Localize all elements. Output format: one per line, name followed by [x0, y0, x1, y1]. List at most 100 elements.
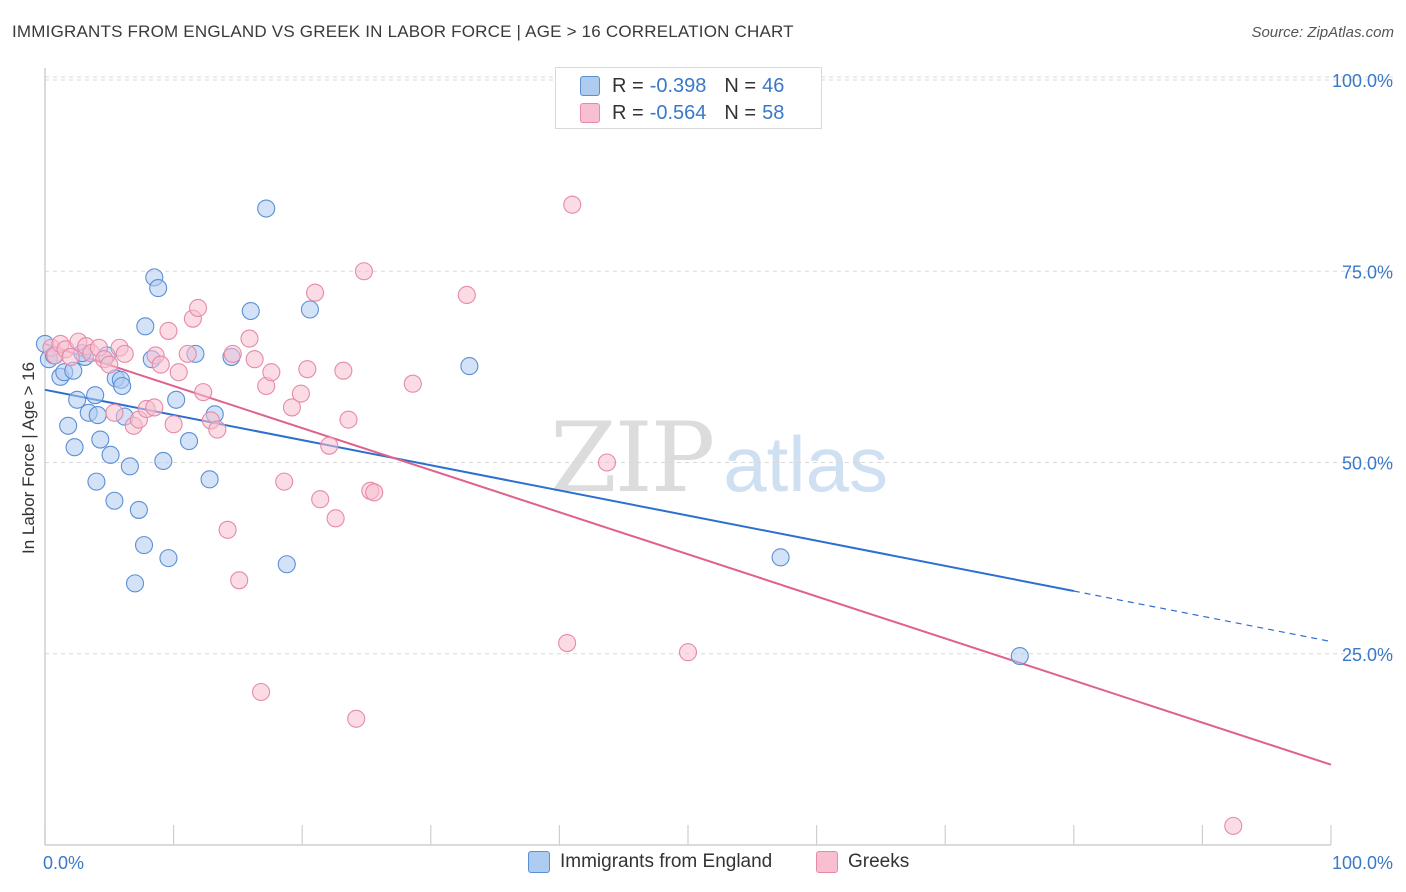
point-england	[460, 357, 479, 376]
data-points	[35, 195, 1243, 835]
point-england	[154, 451, 173, 471]
legend-row-england: R = -0.398 N = 46	[580, 73, 784, 99]
point-greeks	[320, 436, 339, 455]
point-england	[200, 470, 219, 489]
legend-n-value: 46	[762, 74, 785, 97]
point-greeks	[403, 374, 422, 393]
legend-swatch-england	[528, 851, 550, 873]
point-england	[1010, 646, 1029, 666]
point-greeks	[262, 363, 281, 382]
legend-swatch-greeks	[580, 103, 600, 123]
y-axis-title: In Labor Force | Age > 16	[19, 362, 38, 554]
point-england	[129, 500, 148, 519]
point-greeks	[563, 195, 582, 214]
point-england	[149, 279, 168, 298]
point-greeks	[558, 633, 577, 653]
chart-title: IMMIGRANTS FROM ENGLAND VS GREEK IN LABO…	[12, 22, 794, 41]
y-tick-label: 100.0%	[1332, 71, 1393, 91]
watermark: ZIP atlas	[550, 402, 888, 514]
y-tick-label: 75.0%	[1342, 262, 1393, 282]
point-greeks	[1224, 816, 1243, 835]
legend-swatch-greeks	[816, 851, 838, 873]
point-greeks	[223, 344, 242, 363]
point-england	[257, 199, 276, 218]
point-greeks	[339, 410, 358, 429]
point-england	[65, 438, 84, 457]
point-greeks	[194, 383, 213, 402]
y-tick-label: 25.0%	[1342, 645, 1393, 665]
point-greeks	[61, 347, 80, 366]
point-england	[59, 416, 78, 435]
point-england	[87, 472, 106, 491]
point-greeks	[145, 398, 164, 417]
y-tick-label: 50.0%	[1342, 454, 1393, 474]
legend-item-england[interactable]: Immigrants from England	[528, 851, 772, 873]
watermark-zip: ZIP	[550, 402, 715, 514]
point-greeks	[100, 355, 119, 374]
point-greeks	[188, 298, 208, 318]
legend-r-label: R =	[612, 101, 644, 124]
point-greeks	[169, 363, 188, 382]
series-legend: Immigrants from England Greeks	[0, 851, 1406, 879]
point-england	[134, 536, 154, 555]
point-greeks	[208, 420, 227, 439]
point-greeks	[105, 403, 124, 422]
point-greeks	[597, 453, 617, 472]
point-greeks	[115, 344, 134, 363]
point-greeks	[245, 350, 264, 369]
watermark-atlas: atlas	[723, 420, 888, 508]
point-greeks	[334, 361, 353, 380]
trend-lines	[44, 342, 1332, 766]
point-greeks	[354, 262, 373, 281]
legend-r-value: -0.564	[649, 101, 707, 124]
point-greeks	[291, 384, 310, 403]
point-greeks	[457, 285, 476, 305]
point-greeks	[251, 682, 271, 702]
point-greeks	[218, 520, 237, 539]
legend-n-label: N =	[724, 74, 757, 97]
point-greeks	[275, 472, 294, 491]
correlation-legend: R = -0.398 N = 46 R = -0.564 N = 58	[555, 67, 822, 129]
point-greeks	[306, 283, 325, 302]
point-greeks	[347, 709, 366, 728]
source-label: Source: ZipAtlas.com	[1251, 24, 1394, 41]
legend-label-greeks: Greeks	[848, 851, 910, 872]
trend-line-greeks	[44, 342, 1332, 766]
point-england	[91, 430, 110, 449]
point-greeks	[164, 415, 183, 434]
point-greeks	[311, 490, 330, 509]
x-tick-label: 100.0%	[1332, 853, 1393, 873]
legend-r-label: R =	[612, 74, 644, 97]
legend-item-greeks[interactable]: Greeks	[816, 851, 909, 873]
x-tick-label: 0.0%	[43, 853, 84, 873]
point-greeks	[282, 398, 301, 417]
axes	[44, 68, 1332, 846]
legend-label-england: Immigrants from England	[560, 851, 773, 872]
point-england	[277, 555, 296, 574]
point-greeks	[230, 571, 249, 590]
point-england	[101, 445, 120, 464]
point-greeks	[178, 344, 197, 363]
point-greeks	[151, 355, 170, 374]
point-england	[88, 406, 107, 425]
point-greeks	[159, 321, 178, 340]
point-greeks	[326, 509, 345, 528]
point-england	[125, 574, 145, 593]
point-greeks	[298, 360, 317, 379]
point-england	[136, 317, 155, 336]
trend-line-england-extension	[1073, 590, 1332, 643]
trend-line-england	[44, 388, 1074, 593]
point-england	[113, 376, 132, 396]
legend-n-label: N =	[724, 101, 757, 124]
legend-swatch-england	[580, 76, 600, 96]
point-england	[771, 548, 790, 567]
point-england	[120, 457, 139, 476]
point-england	[300, 300, 319, 319]
axis-labels: 25.0% 50.0% 75.0% 100.0% 0.0% 100.0% In Labor …	[19, 71, 1393, 873]
point-england	[105, 491, 124, 510]
legend-n-value: 58	[762, 101, 785, 124]
point-england	[241, 301, 260, 321]
point-england	[179, 432, 199, 451]
point-greeks	[240, 329, 259, 348]
